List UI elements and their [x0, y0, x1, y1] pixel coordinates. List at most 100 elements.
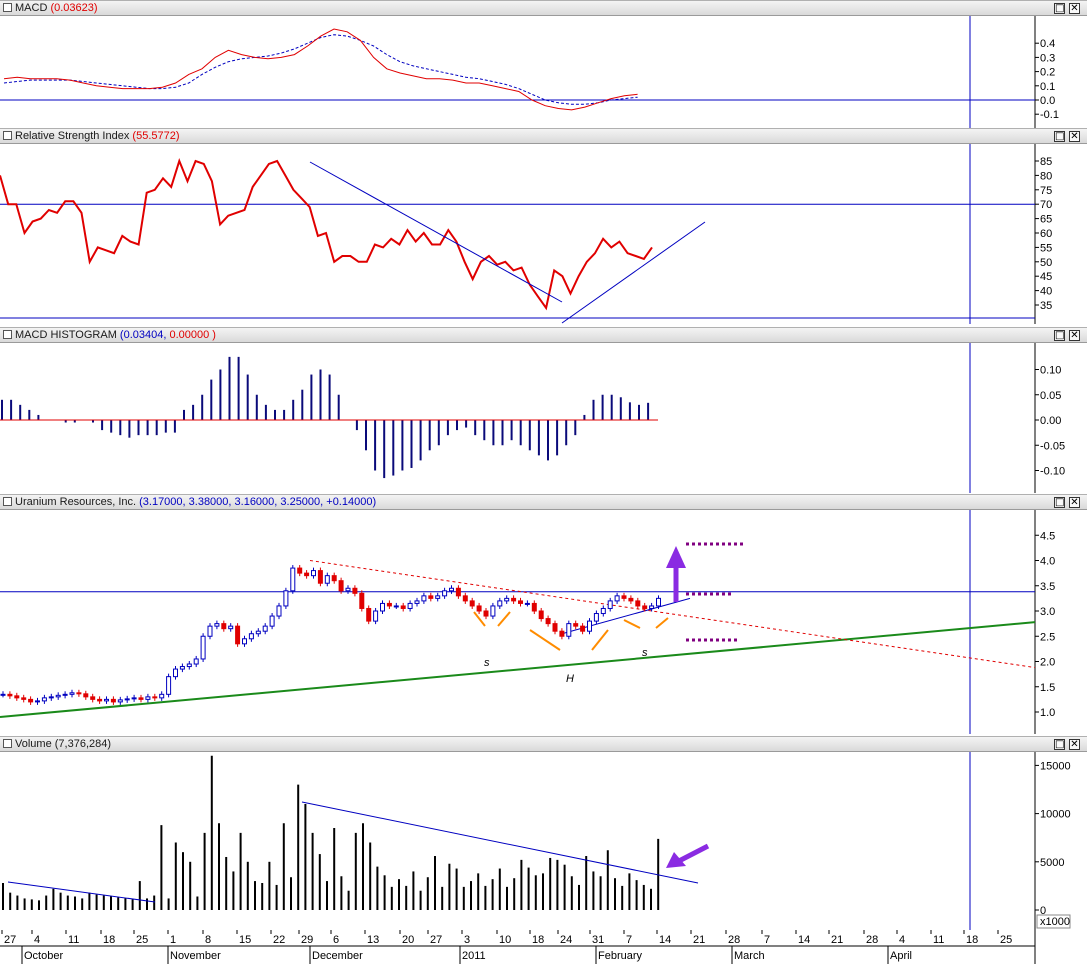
rsi-checkbox[interactable] [3, 131, 12, 140]
price-candle-body [380, 602, 385, 612]
price-tick-label: 4.0 [1040, 556, 1055, 568]
rsi-panel: Relative Strength Index (55.5772) □ ✕ 85… [0, 128, 1087, 328]
macd-restore-button[interactable]: □ [1054, 3, 1065, 14]
price-checkbox[interactable] [3, 497, 12, 506]
price-values: (3.17000, 3.38000, 3.16000, 3.25000, +0.… [139, 496, 377, 508]
price-titlebar: Uranium Resources, Inc. (3.17000, 3.3800… [0, 494, 1087, 510]
date-month-label: 2011 [462, 950, 486, 962]
price-candle-body [48, 696, 54, 699]
price-candle-body [283, 590, 289, 607]
date-day-label: 11 [933, 934, 944, 946]
volume-close-button[interactable]: ✕ [1069, 739, 1080, 750]
price-dotted-trendline [309, 560, 1036, 669]
price-candle-body [269, 615, 275, 627]
price-shoulder-mark [655, 617, 669, 629]
price-support-trendline [0, 621, 1036, 719]
volume-restore-button[interactable]: □ [1054, 739, 1065, 750]
price-candle-body [324, 575, 330, 584]
price-candle-body [145, 696, 151, 700]
plot-area [0, 510, 1035, 734]
price-restore-button[interactable]: □ [1054, 497, 1065, 508]
price-candle-body [200, 635, 206, 660]
price-candle-body [635, 600, 641, 607]
hist-checkbox[interactable] [3, 330, 12, 339]
price-candle-body [7, 693, 13, 697]
price-candle-body [518, 600, 523, 604]
price-candle-body [248, 633, 254, 640]
price-candle-body [124, 698, 130, 701]
macd-title: MACD [15, 2, 48, 14]
price-chart: s Hs 4.5 4.0 3.5 3.0 2.5 2.0 1.5 1.0 [0, 510, 1055, 734]
price-candle-body [35, 700, 40, 703]
volume-checkbox[interactable] [3, 739, 12, 748]
date-month-label: February [598, 950, 643, 962]
date-day-label: 11 [68, 934, 79, 946]
rsi-tick-label: 70 [1040, 199, 1052, 211]
volume-tick-label: 0 [1040, 905, 1046, 917]
rsi-tick-label: 80 [1040, 170, 1052, 182]
hist-panel: MACD HISTOGRAM (0.03404, 0.00000 ) □ ✕ 0… [0, 327, 1087, 495]
price-candle-body [214, 623, 220, 627]
date-day-label: 8 [205, 934, 211, 946]
volume-arrow-shaft [675, 843, 710, 865]
macd-tick-label: 0.2 [1040, 67, 1055, 79]
date-day-label: 21 [831, 934, 843, 946]
hist-value-a: (0.03404, [119, 329, 167, 341]
price-candle-body [497, 600, 503, 607]
price-candle-body [235, 625, 241, 645]
plot-area [0, 343, 1035, 493]
price-right-shoulder-label: s [642, 647, 648, 659]
price-shoulder-mark [497, 611, 511, 627]
price-close-button[interactable]: ✕ [1069, 497, 1080, 508]
price-candle-body [69, 692, 75, 695]
price-candle-body [490, 605, 496, 617]
date-day-label: 4 [899, 934, 905, 946]
price-candle-body [628, 597, 634, 602]
rsi-tick-label: 35 [1040, 300, 1052, 312]
price-candle-body [166, 676, 172, 695]
price-tick-label: 4.5 [1040, 530, 1055, 542]
price-candle-body [317, 570, 323, 584]
macd-line [3, 28, 638, 111]
macd-checkbox[interactable] [3, 3, 12, 12]
rsi-tick-label: 55 [1040, 242, 1052, 254]
price-candle-body [545, 618, 551, 625]
price-candle-body [607, 600, 613, 609]
volume-value: (7,376,284) [54, 738, 112, 750]
rsi-value: (55.5772) [132, 130, 180, 142]
macd-tick-label: 0.3 [1040, 52, 1055, 64]
hist-tick-label: -0.05 [1040, 440, 1065, 452]
date-day-label: 27 [430, 934, 442, 946]
rsi-titlebar: Relative Strength Index (55.5772) □ ✕ [0, 128, 1087, 144]
price-shoulder-mark [591, 629, 609, 651]
date-day-label: 15 [239, 934, 251, 946]
price-candle-body [407, 602, 413, 609]
price-candle-body [28, 698, 34, 703]
price-candle-body [104, 698, 109, 702]
hist-close-button[interactable]: ✕ [1069, 330, 1080, 341]
price-candle-body [538, 610, 544, 620]
volume-tick-label: 15000 [1040, 760, 1071, 772]
volume-multiplier-label: x1000 [1040, 916, 1070, 928]
price-candle-body [566, 623, 572, 637]
date-day-label: 7 [626, 934, 632, 946]
price-candle-body [0, 693, 6, 696]
hist-value-b: 0.00000 [169, 329, 210, 341]
price-shoulder-mark [623, 619, 641, 629]
rsi-restore-button[interactable]: □ [1054, 131, 1065, 142]
price-candle-body [159, 693, 165, 699]
price-candle-body [393, 605, 399, 608]
date-day-label: 14 [659, 934, 671, 946]
rsi-close-button[interactable]: ✕ [1069, 131, 1080, 142]
hist-chart: 0.10 0.05 0.00 -0.05 -0.10 [0, 343, 1065, 493]
date-axis-bg [0, 930, 1087, 964]
price-candle-body [207, 625, 213, 637]
macd-close-button[interactable]: ✕ [1069, 3, 1080, 14]
macd-tick-label: -0.1 [1040, 109, 1059, 121]
rsi-uptrend-line [561, 221, 706, 324]
price-candle-body [97, 698, 103, 702]
date-day-label: 21 [693, 934, 705, 946]
price-candle-body [559, 630, 565, 637]
hist-restore-button[interactable]: □ [1054, 330, 1065, 341]
date-day-label: 20 [402, 934, 414, 946]
